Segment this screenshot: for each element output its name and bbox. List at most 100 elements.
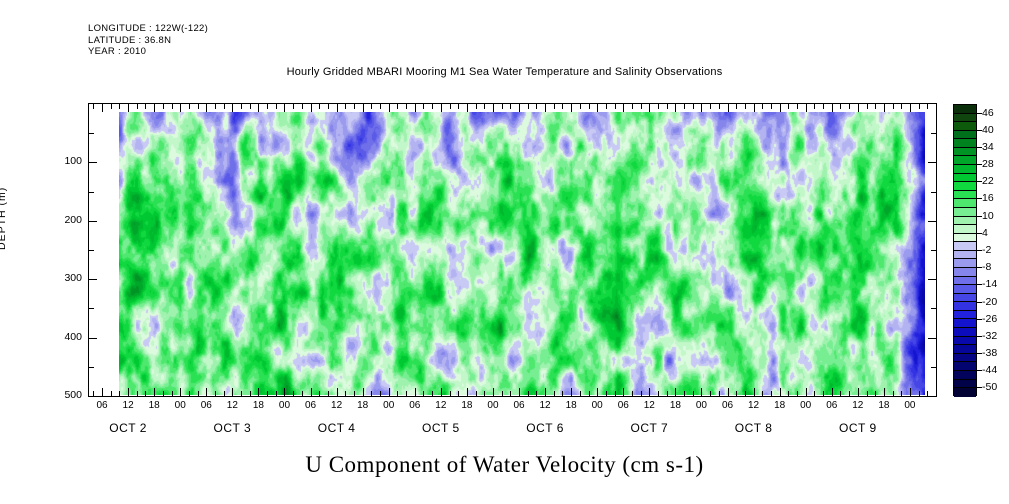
x-axis-tick (102, 388, 104, 396)
colorbar-tick (977, 335, 982, 337)
colorbar-segment (954, 388, 976, 397)
x-axis-tick (180, 104, 182, 112)
x-axis-hour-label: 18 (461, 400, 473, 411)
x-axis-tick (692, 391, 694, 396)
x-axis-tick (527, 391, 529, 396)
y-axis-label: 400 (64, 330, 82, 343)
x-axis-hour-label: 18 (565, 400, 577, 411)
x-axis-hour-label: 12 (539, 400, 551, 411)
x-axis-tick (388, 388, 390, 396)
x-axis-tick (214, 104, 216, 109)
x-axis-tick (93, 391, 95, 396)
y-axis-tick (89, 162, 97, 164)
colorbar-segment (954, 362, 976, 371)
x-axis-tick (536, 391, 538, 396)
colorbar-tick (977, 215, 982, 217)
x-axis-tick (901, 104, 903, 109)
x-axis-tick (753, 104, 755, 112)
x-axis-tick (145, 104, 147, 109)
x-axis-tick (866, 104, 868, 109)
y-axis-tick (931, 250, 936, 251)
x-axis-tick (397, 104, 399, 109)
y-axis-tick (931, 191, 936, 193)
colorbar-tick (977, 250, 982, 251)
colorbar-tick (977, 353, 982, 355)
x-axis-tick (605, 391, 607, 396)
y-axis-tick (89, 220, 97, 222)
x-axis-tick (258, 388, 260, 396)
colorbar-tick (977, 301, 982, 303)
y-axis-tick (928, 220, 936, 222)
colorbar-segment (954, 285, 976, 294)
x-axis-tick (180, 388, 182, 396)
x-axis-tick (597, 104, 599, 112)
colorbar-segment (954, 190, 976, 200)
latitude-text: LATITUDE : 36.8N (88, 34, 172, 46)
page-title: Hourly Gridded MBARI Mooring M1 Sea Wate… (286, 66, 723, 78)
x-axis-hour-label: 00 (695, 400, 707, 411)
x-axis-tick (510, 391, 512, 396)
colorbar-segment (954, 182, 976, 191)
x-axis-tick (762, 391, 764, 396)
x-axis-tick (805, 388, 807, 396)
colorbar-segment (954, 173, 976, 183)
x-axis-tick (927, 391, 929, 396)
x-axis-tick (614, 391, 616, 396)
x-axis-tick (145, 391, 147, 396)
x-axis-tick (875, 391, 877, 396)
x-axis-day-label: OCT 3 (213, 421, 252, 435)
x-axis-hour-label: 18 (878, 400, 890, 411)
colorbar-label: -26 (982, 312, 998, 325)
x-axis-tick (249, 104, 251, 109)
x-axis-tick (936, 104, 937, 112)
colorbar-segment (954, 199, 976, 208)
x-axis-tick (336, 104, 338, 112)
x-axis-tick (762, 104, 764, 109)
colorbar-tick (977, 387, 982, 389)
x-axis-hour-label: 06 (617, 400, 629, 411)
colorbar-label: -32 (982, 329, 998, 342)
plot-area (88, 103, 937, 397)
x-axis-hour-label: 00 (383, 400, 395, 411)
colorbar-segment (954, 353, 976, 363)
x-axis-tick (623, 388, 625, 396)
x-axis-tick (336, 388, 338, 396)
x-axis-tick (553, 104, 555, 109)
longitude-text: LONGITUDE : 122W(-122) (88, 23, 209, 34)
x-axis-tick (736, 104, 738, 109)
x-axis-tick (727, 104, 729, 112)
x-axis-tick (371, 104, 373, 109)
x-axis-tick (327, 391, 329, 396)
x-axis-day-label: OCT 4 (317, 421, 356, 435)
x-axis-tick (362, 104, 364, 112)
x-axis-tick (510, 104, 512, 109)
colorbar-tick (977, 318, 982, 320)
x-axis-tick (849, 104, 851, 109)
colorbar-label: 34 (982, 140, 994, 153)
x-axis-tick (675, 388, 677, 396)
x-axis-tick (571, 388, 573, 396)
x-axis-tick (631, 104, 633, 109)
colorbar-segment (954, 113, 976, 123)
x-axis-tick (267, 391, 269, 396)
x-axis-tick (892, 104, 894, 109)
x-axis-tick (197, 391, 199, 396)
colorbar-label: 28 (982, 158, 994, 171)
x-axis-tick (918, 391, 920, 396)
x-axis-tick (857, 388, 859, 396)
colorbar-tick (977, 146, 982, 148)
x-axis-tick (623, 104, 625, 112)
x-axis-tick (380, 104, 382, 109)
colorbar-label: 10 (982, 209, 994, 222)
colorbar-segment (954, 370, 976, 380)
x-axis-tick (553, 391, 555, 396)
x-axis-tick (188, 104, 190, 109)
colorbar-label: 4 (982, 226, 988, 239)
colorbar (953, 104, 977, 397)
x-axis-tick (840, 391, 842, 396)
colorbar-tick (977, 112, 982, 114)
colorbar-segment (954, 267, 976, 277)
x-axis-tick (397, 391, 399, 396)
x-axis-hour-label: 00 (591, 400, 603, 411)
x-axis-tick (883, 104, 885, 112)
